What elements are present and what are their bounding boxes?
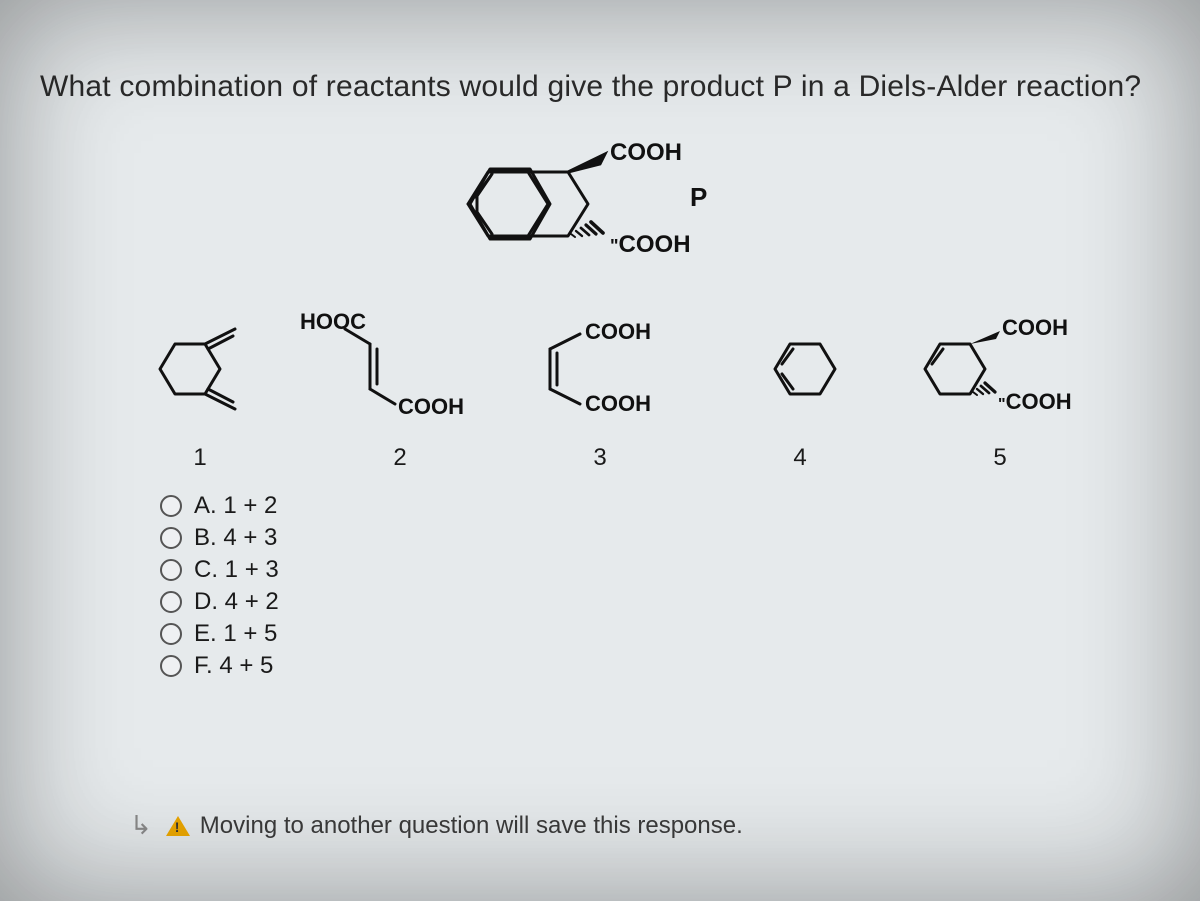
option-b-text: 4 + 3 xyxy=(223,524,277,552)
footer-notice: ↳ Moving to another question will save t… xyxy=(130,810,743,841)
option-c-letter: C. xyxy=(194,556,218,584)
question-text: What combination of reactants would give… xyxy=(40,70,1160,104)
product-cooh-bottom: "COOH xyxy=(610,231,691,258)
option-f-text: 4 + 5 xyxy=(219,652,273,680)
warning-icon xyxy=(166,816,190,836)
option-f[interactable]: F. 4 + 5 xyxy=(160,652,1160,680)
option-d-text: 4 + 2 xyxy=(225,588,279,616)
option-a-text: 1 + 2 xyxy=(223,492,277,520)
svg-text:COOH: COOH xyxy=(398,394,464,419)
option-c[interactable]: C. 1 + 3 xyxy=(160,556,1160,584)
reactant-4 xyxy=(700,309,900,434)
options-list: A. 1 + 2 B. 4 + 3 C. 1 + 3 D. 4 + 2 E. xyxy=(160,492,1160,680)
num-5: 5 xyxy=(900,444,1100,472)
option-a[interactable]: A. 1 + 2 xyxy=(160,492,1160,520)
option-b-letter: B. xyxy=(194,524,217,552)
svg-text:"COOH: "COOH xyxy=(998,389,1072,414)
option-e-text: 1 + 5 xyxy=(223,620,277,648)
radio-icon[interactable] xyxy=(160,591,182,613)
option-b[interactable]: B. 4 + 3 xyxy=(160,524,1160,552)
product-p-label: P xyxy=(690,182,707,212)
product-structure: COOH "COOH P xyxy=(40,134,1160,274)
option-f-letter: F. xyxy=(194,652,213,680)
svg-text:HOOC: HOOC xyxy=(300,309,366,334)
footer-text: Moving to another question will save thi… xyxy=(200,812,743,840)
num-3: 3 xyxy=(500,444,700,472)
reactant-1 xyxy=(100,309,300,434)
option-a-letter: A. xyxy=(194,492,217,520)
svg-text:COOH: COOH xyxy=(585,391,651,416)
option-e-letter: E. xyxy=(194,620,217,648)
radio-icon[interactable] xyxy=(160,559,182,581)
reactant-2: HOOC COOH xyxy=(300,309,500,434)
radio-icon[interactable] xyxy=(160,655,182,677)
option-d[interactable]: D. 4 + 2 xyxy=(160,588,1160,616)
svg-text:COOH: COOH xyxy=(585,319,651,344)
num-4: 4 xyxy=(700,444,900,472)
product-cooh-top: COOH xyxy=(610,139,682,166)
svg-text:COOH: COOH xyxy=(1002,315,1068,340)
option-d-letter: D. xyxy=(194,588,218,616)
option-c-text: 1 + 3 xyxy=(225,556,279,584)
option-e[interactable]: E. 1 + 5 xyxy=(160,620,1160,648)
num-1: 1 xyxy=(100,444,300,472)
radio-icon[interactable] xyxy=(160,527,182,549)
reactant-3: COOH COOH xyxy=(500,309,700,434)
reactant-numbers: 1 2 3 4 5 xyxy=(100,444,1100,472)
radio-icon[interactable] xyxy=(160,623,182,645)
radio-icon[interactable] xyxy=(160,495,182,517)
arrow-icon: ↳ xyxy=(130,810,152,841)
reactants-row: HOOC COOH COOH COOH xyxy=(100,304,1100,434)
num-2: 2 xyxy=(300,444,500,472)
reactant-5: COOH "COOH xyxy=(900,309,1100,434)
